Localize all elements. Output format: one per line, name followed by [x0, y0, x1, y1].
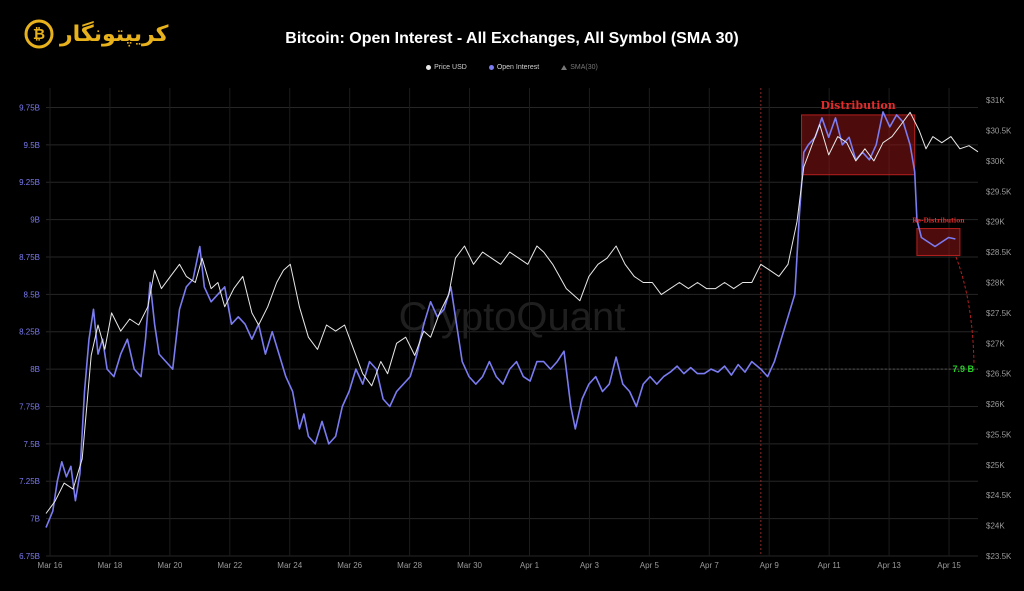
y-right-tick-label: $28.5K	[986, 248, 1012, 257]
x-tick-label: Apr 5	[640, 561, 660, 570]
y-right-tick-label: $27.5K	[986, 309, 1012, 318]
legend-label-open-interest: Open Interest	[496, 64, 540, 71]
y-left-tick-label: 9.5B	[24, 141, 40, 150]
x-tick-label: Mar 20	[157, 561, 182, 570]
watermark-text: CryptoQuant	[399, 295, 626, 339]
y-left-tick-label: 8.25B	[19, 328, 40, 337]
y-right-tick-label: $27K	[986, 339, 1005, 348]
x-tick-label: Mar 26	[337, 561, 362, 570]
right-axis-ticks: $23.5K $24K $24.5K $25K $25.5K $26K $26.5K $27K…	[986, 96, 1012, 561]
x-tick-label: Apr 3	[580, 561, 600, 570]
chart-title: Bitcoin: Open Interest - All Exchanges, …	[285, 30, 739, 47]
series-line-open-interest	[45, 111, 956, 528]
chart-legend: Price USD Open Interest SMA(30)	[0, 64, 1024, 71]
annotation-arrow	[955, 256, 975, 366]
y-right-tick-label: $26.5K	[986, 370, 1012, 379]
y-right-tick-label: $26K	[986, 400, 1005, 409]
legend-dot-price	[426, 65, 432, 70]
y-left-tick-label: 6.75B	[19, 552, 40, 561]
x-axis-ticks: Mar 16 Mar 18 Mar 20 Mar 22 Mar 24 Mar 26 Mar …	[38, 561, 962, 570]
series-line-price-usd	[45, 111, 979, 514]
legend-triangle-sma	[561, 65, 568, 70]
y-left-tick-label: 7.75B	[19, 402, 40, 411]
y-right-tick-label: $25K	[986, 461, 1005, 470]
x-tick-label: Mar 16	[38, 561, 63, 570]
y-left-tick-label: 7B	[30, 515, 40, 524]
y-right-tick-label: $24.5K	[986, 491, 1012, 500]
legend-dot-open-interest	[488, 65, 494, 70]
y-right-tick-label: $23.5K	[986, 552, 1012, 561]
series-lines	[45, 111, 979, 528]
y-left-tick-label: 7.5B	[24, 440, 40, 449]
y-right-tick-label: $24K	[986, 522, 1005, 531]
x-tick-label: Apr 9	[760, 561, 780, 570]
x-tick-label: Apr 15	[937, 561, 961, 570]
left-axis-ticks: 6.75B 7B 7.25B 7.5B 7.75B 8B 8.25B 8.5B 8.75B 9B 9…	[19, 103, 40, 561]
annotation-value-label: 7.9 B	[952, 364, 974, 374]
legend-label-price: Price USD	[434, 64, 467, 71]
x-tick-label: Mar 18	[97, 561, 122, 570]
y-right-tick-label: $28K	[986, 278, 1005, 287]
svg-text:₿: ₿	[33, 25, 45, 43]
annotation-label: Re-Distribution	[912, 218, 965, 225]
y-left-tick-label: 9.25B	[19, 178, 40, 187]
x-tick-label: Apr 11	[818, 561, 842, 570]
y-right-tick-label: $29K	[986, 218, 1005, 227]
y-right-tick-label: $31K	[986, 96, 1005, 105]
x-tick-label: Mar 22	[217, 561, 242, 570]
legend-item-open-interest[interactable]: Open Interest	[488, 64, 540, 71]
grid-lines	[46, 88, 978, 557]
legend-item-price[interactable]: Price USD	[426, 64, 467, 71]
x-tick-label: Apr 13	[877, 561, 901, 570]
y-left-tick-label: 8.75B	[19, 253, 40, 262]
legend-label-sma: SMA(30)	[570, 64, 598, 71]
x-tick-label: Mar 30	[457, 561, 482, 570]
annotation-box	[801, 114, 916, 176]
y-left-tick-label: 8.5B	[24, 290, 40, 299]
x-tick-label: Apr 1	[520, 561, 540, 570]
y-right-tick-label: $30K	[986, 157, 1005, 166]
y-right-tick-label: $30.5K	[986, 127, 1012, 136]
y-right-tick-label: $25.5K	[986, 430, 1012, 439]
y-left-tick-label: 9.75B	[19, 103, 40, 112]
brand-name: کریپتونگار	[60, 21, 169, 47]
x-tick-label: Mar 24	[277, 561, 302, 570]
y-left-tick-label: 9B	[30, 216, 40, 225]
y-right-tick-label: $29.5K	[986, 187, 1012, 196]
brand-logo: ₿ کریپتونگار	[24, 16, 168, 52]
annotation-labels: Distribution Re-Distribution 7.9 B	[820, 99, 974, 374]
x-tick-label: Mar 28	[397, 561, 422, 570]
y-left-tick-label: 8B	[30, 365, 40, 374]
annotation-label: Distribution	[820, 99, 895, 112]
annotation-boxes	[760, 114, 978, 370]
x-tick-label: Apr 7	[700, 561, 720, 570]
annotation-box	[916, 228, 961, 256]
y-left-tick-label: 7.25B	[19, 477, 40, 486]
bitcoin-coin-icon: ₿	[24, 19, 54, 49]
legend-item-sma[interactable]: SMA(30)	[561, 64, 598, 71]
